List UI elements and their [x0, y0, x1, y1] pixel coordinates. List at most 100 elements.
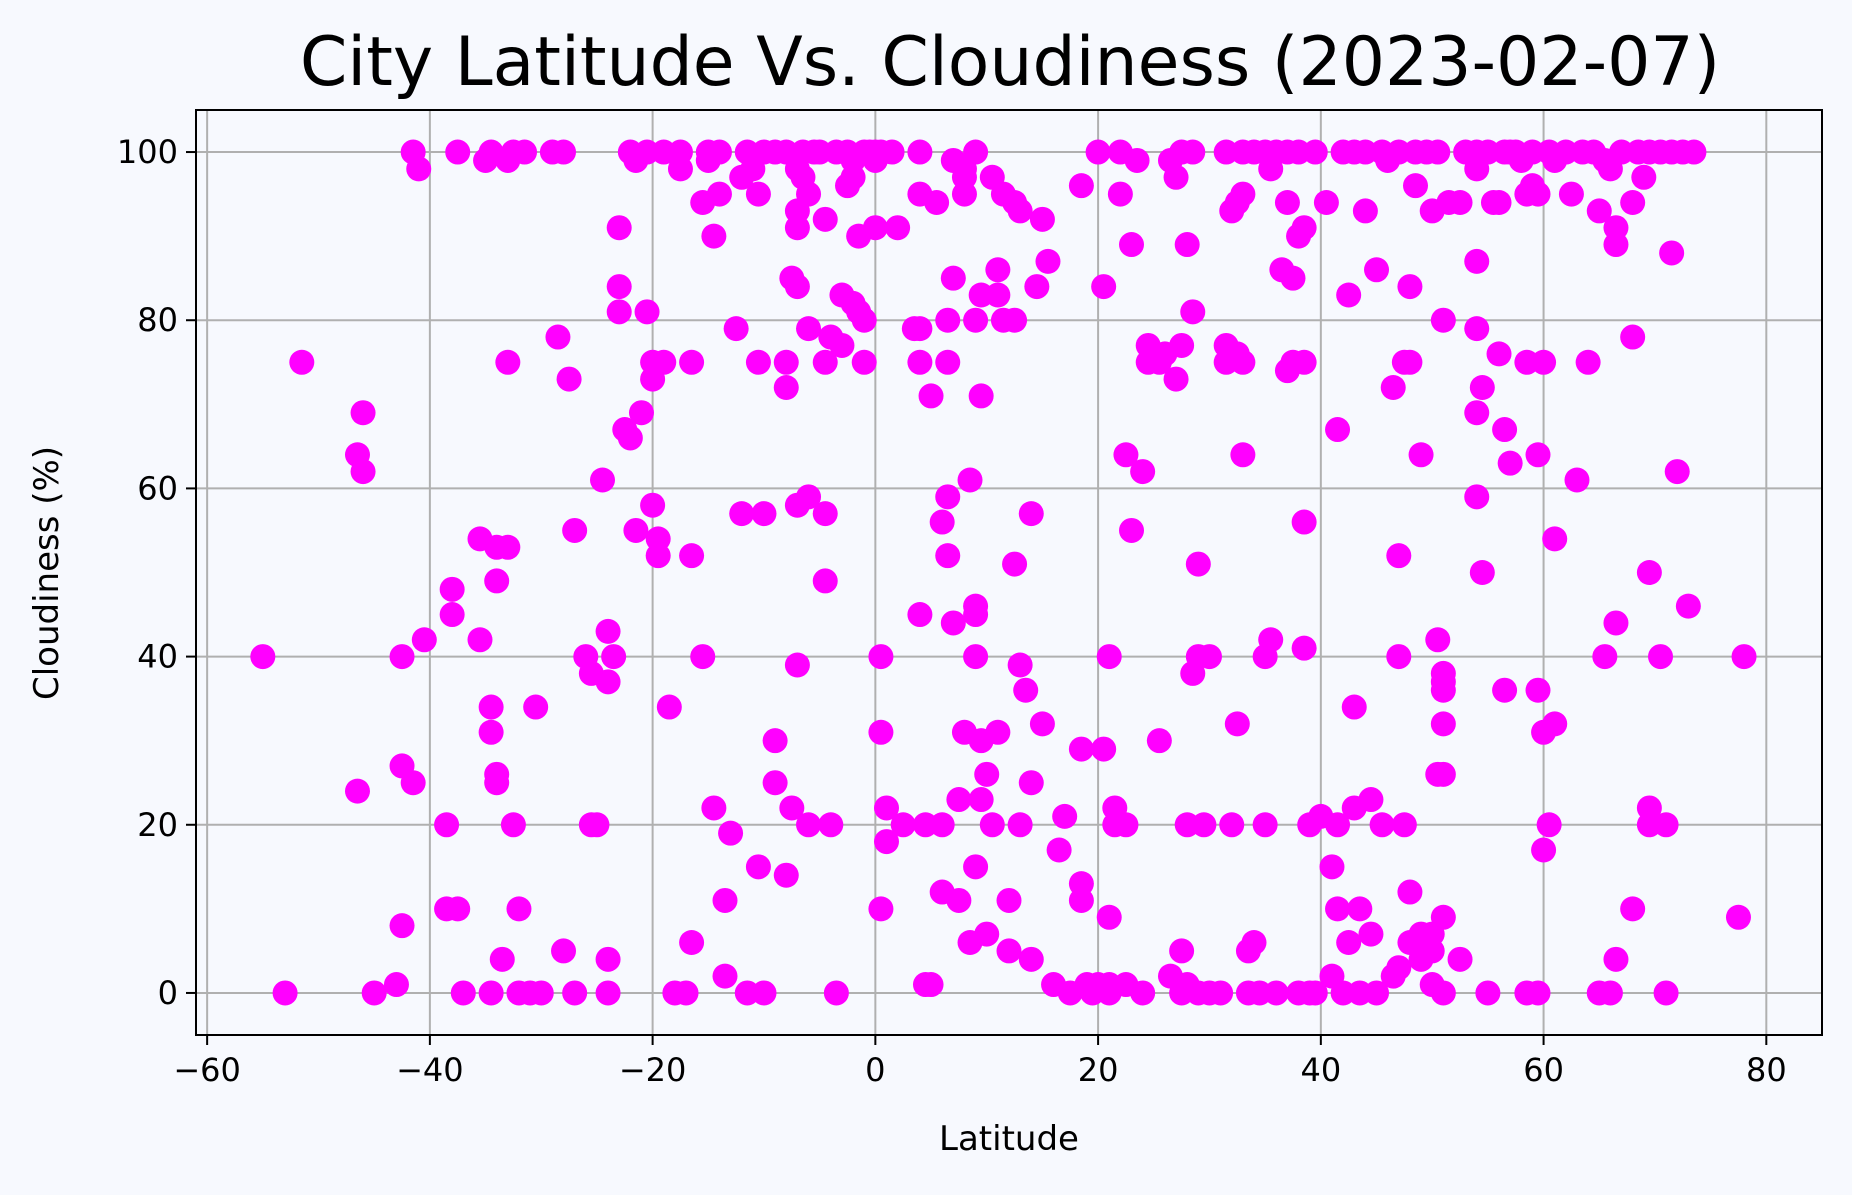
data-point [1397, 879, 1423, 905]
data-point [1085, 139, 1111, 165]
data-point [1002, 551, 1028, 577]
data-point [1725, 904, 1751, 930]
data-point [796, 316, 822, 342]
data-point [935, 349, 961, 375]
data-point [1029, 711, 1055, 737]
x-tick-label: 20 [1078, 1051, 1119, 1089]
data-point [1364, 257, 1390, 283]
data-point [1113, 442, 1139, 468]
data-point [656, 694, 682, 720]
data-point [1091, 736, 1117, 762]
data-point [751, 980, 777, 1006]
data-point [679, 930, 705, 955]
data-point [918, 972, 944, 998]
data-point [1731, 644, 1757, 670]
data-point [1486, 341, 1512, 367]
data-point [996, 887, 1022, 913]
data-point [1648, 644, 1674, 670]
data-point [562, 517, 588, 543]
data-point [1586, 198, 1612, 224]
data-point [951, 181, 977, 207]
data-point [1358, 921, 1384, 947]
data-point [924, 190, 950, 215]
data-point [1620, 324, 1646, 350]
data-point [1564, 467, 1590, 493]
data-point [1107, 181, 1133, 207]
data-point [796, 812, 822, 838]
data-point [445, 896, 471, 922]
data-point [1430, 980, 1456, 1006]
data-point [1325, 417, 1351, 443]
data-point [595, 980, 621, 1006]
data-point [1620, 190, 1646, 215]
data-point [350, 400, 376, 426]
data-point [784, 652, 810, 678]
data-point [445, 139, 471, 165]
data-point [1191, 812, 1217, 838]
data-point [1302, 980, 1328, 1006]
data-point [1013, 677, 1039, 703]
data-point [467, 627, 493, 653]
data-point [484, 568, 510, 594]
data-point [1180, 299, 1206, 325]
data-point [1068, 173, 1094, 199]
data-point [1274, 190, 1300, 215]
data-point [1313, 190, 1339, 215]
data-point [250, 644, 276, 670]
data-point [1675, 593, 1701, 619]
data-point [1380, 375, 1406, 400]
data-point [389, 913, 415, 939]
data-point [885, 215, 911, 241]
data-point [1653, 812, 1679, 838]
data-point [935, 307, 961, 333]
data-point [796, 484, 822, 510]
data-point [439, 602, 465, 628]
data-point [1408, 442, 1434, 468]
data-point [745, 854, 771, 880]
data-point [762, 770, 788, 796]
data-point [1386, 955, 1412, 981]
data-point [729, 501, 755, 527]
data-point [974, 921, 1000, 947]
data-point [907, 316, 933, 342]
data-point [690, 644, 716, 670]
data-point [946, 787, 972, 813]
data-point [907, 349, 933, 375]
data-point [829, 332, 855, 358]
data-point [1252, 812, 1278, 838]
data-point [617, 425, 643, 451]
data-point [1597, 980, 1623, 1006]
data-point [1525, 677, 1551, 703]
data-point [645, 543, 671, 569]
data-point [1052, 803, 1078, 829]
data-point [1091, 274, 1117, 300]
data-point [1464, 484, 1490, 510]
data-point [1113, 812, 1139, 838]
data-point [1531, 349, 1557, 375]
data-point [1196, 644, 1222, 670]
data-point [1525, 181, 1551, 207]
data-point [389, 644, 415, 670]
data-point [512, 139, 538, 165]
data-point [628, 400, 654, 426]
data-point [818, 812, 844, 838]
data-point [940, 610, 966, 636]
data-point [1174, 232, 1200, 258]
data-point [1536, 812, 1562, 838]
data-point [590, 467, 615, 493]
data-point [601, 644, 627, 670]
data-point [1319, 854, 1345, 880]
data-point [1119, 517, 1145, 543]
data-point [1029, 206, 1055, 232]
data-point [495, 349, 521, 375]
data-point [439, 576, 465, 602]
data-point [851, 307, 877, 333]
data-point [1163, 366, 1189, 392]
data-point [762, 728, 788, 754]
data-point [796, 181, 822, 207]
data-point [712, 963, 738, 989]
data-point [1486, 190, 1512, 215]
data-point [595, 946, 621, 972]
data-point [679, 543, 705, 569]
